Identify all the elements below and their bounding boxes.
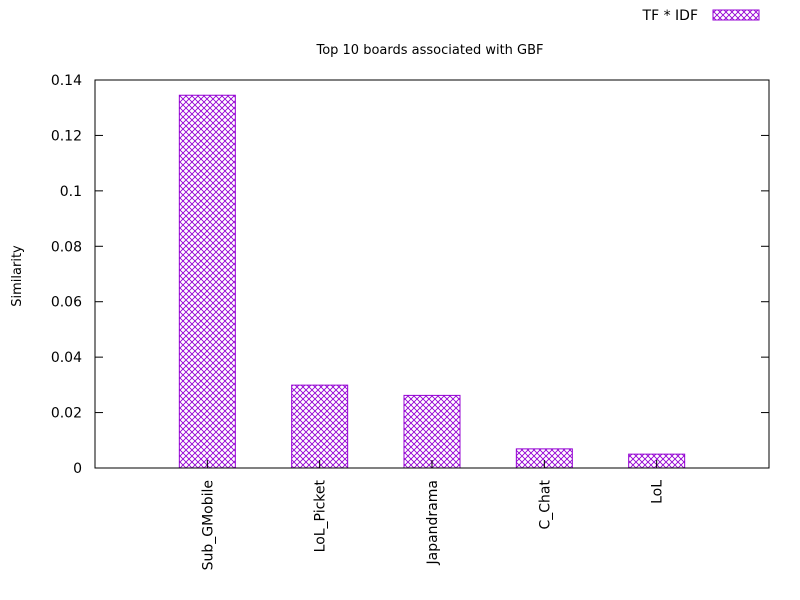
legend-swatch bbox=[712, 9, 760, 21]
y-tick-label: 0.08 bbox=[51, 239, 82, 255]
y-tick-label: 0.04 bbox=[51, 350, 82, 366]
y-axis-label: Similarity bbox=[10, 245, 25, 307]
plot-frame bbox=[94, 79, 770, 469]
legend-label: TF * IDF bbox=[642, 8, 698, 24]
y-ticks: 0 0.02 0.04 0.06 0.08 0.1 0.12 0.14 bbox=[51, 73, 769, 477]
x-tick-labels: Sub_GMobile LoL_Picket Japandrama C_Chat LoL bbox=[200, 460, 666, 570]
x-tick-label: Sub_GMobile bbox=[200, 480, 216, 570]
legend: TF * IDF bbox=[642, 8, 760, 24]
x-tick-label: LoL_Picket bbox=[313, 479, 329, 552]
x-tick-label: C_Chat bbox=[537, 479, 553, 529]
y-tick-label: 0.12 bbox=[51, 128, 82, 144]
y-tick-label: 0.1 bbox=[60, 184, 82, 200]
bar-lol-picket bbox=[291, 384, 349, 469]
y-tick-label: 0.02 bbox=[51, 406, 82, 422]
bar-japandrama bbox=[403, 394, 461, 469]
y-tick-label: 0.06 bbox=[51, 295, 82, 311]
y-tick-label: 0 bbox=[73, 461, 82, 477]
x-tick-label: Japandrama bbox=[425, 480, 441, 566]
x-tick-label: LoL bbox=[650, 480, 666, 504]
bars bbox=[178, 94, 686, 469]
chart-title: Top 10 boards associated with GBF bbox=[315, 43, 543, 58]
y-tick-label: 0.14 bbox=[51, 73, 82, 89]
bar-sub-gmobile bbox=[178, 94, 236, 469]
